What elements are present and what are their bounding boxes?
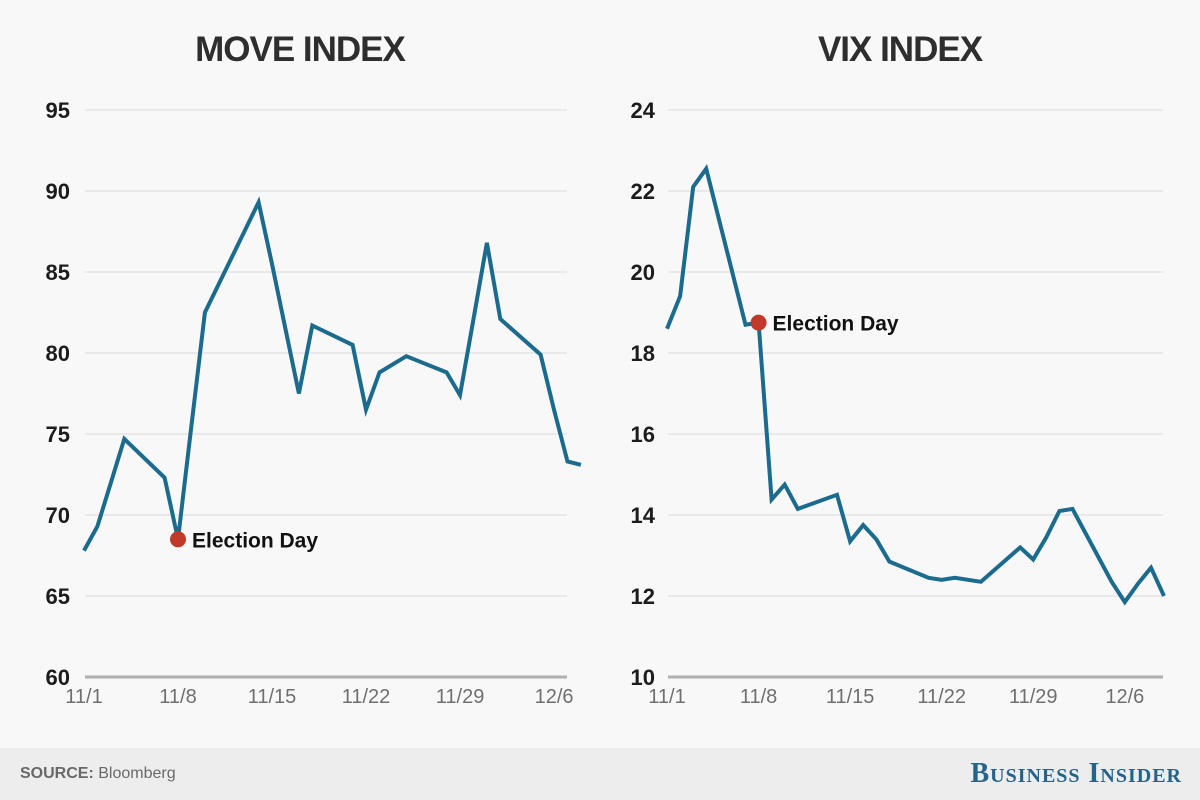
move-chart-title: MOVE INDEX [195,30,406,69]
election-day-dot [750,314,767,331]
vix-chart-plot: 10 12 14 16 18 20 22 24 11/1 11/8 11/15 11/22 11/29 1… [631,98,1166,708]
y-tick-label: 80 [46,341,70,366]
x-tick-label: 11/22 [342,686,391,708]
x-tick-label: 11/8 [159,686,196,708]
source-value: Bloomberg [98,765,176,782]
y-tick-label: 22 [631,179,655,204]
x-tick-label: 12/6 [1105,686,1144,708]
move-index-line [82,196,582,552]
source-credit: SOURCE: Bloomberg [20,765,176,783]
vix-chart-title: VIX INDEX [817,30,983,69]
election-day-label: Election Day [773,313,899,336]
y-tick-label: 12 [631,584,655,609]
x-tick-label: 11/1 [648,686,685,708]
x-tick-label: 12/6 [535,686,574,708]
election-day-label: Election Day [192,529,318,552]
y-tick-label: 85 [46,260,70,285]
source-label: SOURCE: [20,765,94,782]
move-chart: MOVE INDEX 60 65 70 75 80 85 90 95 11/1 11/8 11/15… [0,0,600,748]
business-insider-logo: Business Insider [970,758,1182,789]
x-tick-label: 11/15 [248,686,297,708]
y-tick-label: 70 [46,503,70,528]
x-tick-label: 11/8 [740,686,777,708]
y-tick-label: 60 [46,665,70,690]
x-tick-label: 11/1 [65,686,102,708]
y-tick-label: 95 [46,98,70,123]
y-tick-label: 16 [631,422,655,447]
election-day-dot [170,531,187,548]
y-tick-label: 90 [46,179,70,204]
y-tick-label: 10 [631,665,655,690]
x-tick-label: 11/22 [917,686,966,708]
y-tick-label: 14 [631,503,656,528]
vix-index-line [665,164,1166,606]
vix-chart: VIX INDEX 10 12 14 16 18 20 22 24 11/1 11/8 11/15 1… [600,0,1200,748]
x-tick-label: 11/29 [436,686,485,708]
move-chart-plot: 60 65 70 75 80 85 90 95 11/1 11/8 11/15 11/22 11/29 1… [46,98,582,708]
y-tick-label: 20 [631,260,655,285]
x-tick-label: 11/15 [826,686,875,708]
x-tick-label: 11/29 [1009,686,1058,708]
y-tick-label: 24 [631,98,656,123]
charts-row: MOVE INDEX 60 65 70 75 80 85 90 95 11/1 11/8 11/15… [0,0,1200,748]
footer: SOURCE: Bloomberg Business Insider [0,748,1200,800]
y-tick-label: 65 [46,584,70,609]
y-tick-label: 18 [631,341,655,366]
y-tick-label: 75 [46,422,70,447]
